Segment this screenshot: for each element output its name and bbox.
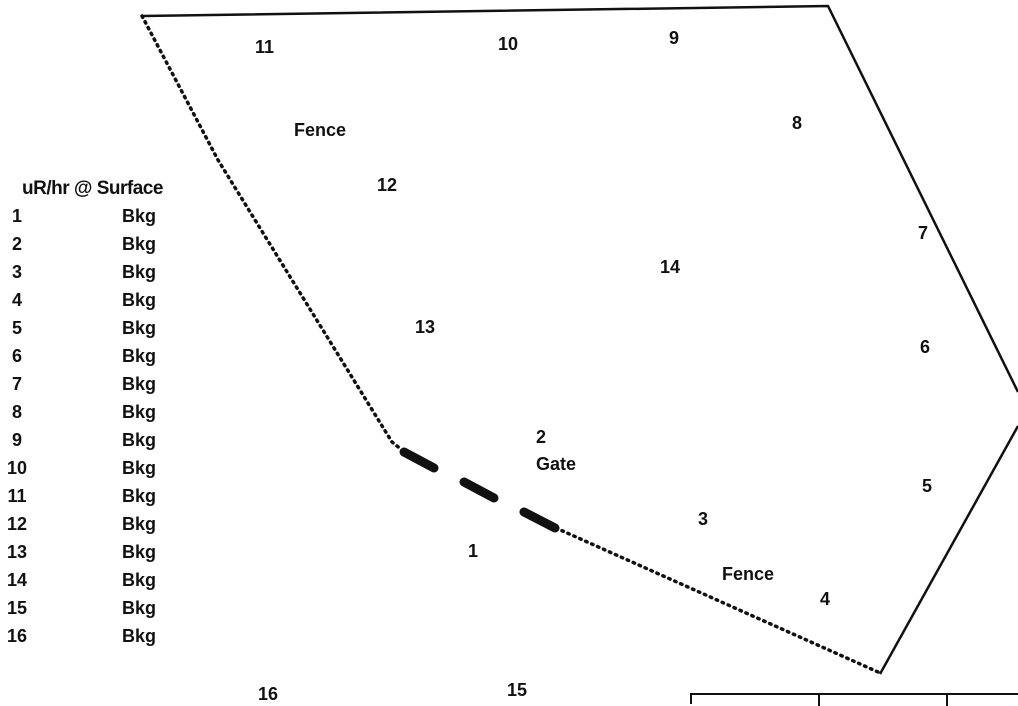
legend-reading: Bkg	[122, 318, 157, 338]
legend-row: 13 Bkg	[4, 542, 224, 570]
fence-dotted-lower	[554, 526, 880, 674]
point-label-11: 11	[255, 37, 275, 57]
point-label-14: 14	[660, 257, 681, 277]
legend-point-number: 2	[11, 234, 22, 254]
gate-segment-1	[399, 447, 439, 473]
fence-dotted-upper	[140, 14, 404, 452]
legend-point-number: 14	[6, 570, 28, 590]
legend-reading: Bkg	[122, 402, 157, 422]
point-label-16: 16	[258, 684, 279, 704]
legend-reading: Bkg	[122, 206, 157, 226]
fence-label-top: Fence	[294, 120, 347, 140]
point-label-10: 10	[498, 34, 519, 54]
legend-point-number: 6	[11, 346, 22, 366]
site-boundary-solid-lower-right	[878, 425, 1018, 675]
legend-row: 14 Bkg	[4, 570, 224, 598]
legend-point-number: 16	[6, 626, 28, 646]
legend-row: 10 Bkg	[4, 458, 224, 486]
legend-reading: Bkg	[122, 486, 157, 506]
legend-row: 2 Bkg	[4, 234, 224, 262]
point-label-6: 6	[920, 337, 931, 357]
point-label-15: 15	[507, 680, 528, 700]
legend-row: 8 Bkg	[4, 402, 224, 430]
legend-point-number: 11	[7, 486, 27, 506]
legend-reading: Bkg	[122, 374, 157, 394]
legend-row: 1 Bkg	[4, 206, 224, 234]
point-label-2: 2	[536, 427, 547, 447]
point-label-1: 1	[468, 541, 479, 561]
legend-point-number: 10	[6, 458, 28, 478]
legend-row: 6 Bkg	[4, 346, 224, 374]
legend-reading: Bkg	[122, 290, 157, 310]
point-label-12: 12	[377, 175, 398, 195]
legend-row: 12 Bkg	[4, 514, 224, 542]
cropped-table-fragment	[690, 693, 1018, 706]
table-column-divider	[946, 695, 948, 706]
legend-row: 9 Bkg	[4, 430, 224, 458]
point-label-7: 7	[918, 223, 929, 243]
legend-reading: Bkg	[122, 430, 157, 450]
legend-row: 5 Bkg	[4, 318, 224, 346]
legend-point-number: 15	[6, 598, 28, 618]
legend-row: 4 Bkg	[4, 290, 224, 318]
point-label-8: 8	[792, 113, 803, 133]
legend-point-number: 7	[11, 374, 22, 394]
point-label-5: 5	[922, 476, 933, 496]
legend-point-number: 8	[11, 402, 22, 422]
legend-list: 1 Bkg 2 Bkg 3 Bkg 4 Bkg 5 Bkg 6 Bkg 7 Bk…	[4, 206, 224, 654]
legend-reading: Bkg	[122, 626, 157, 646]
gate-segment-3	[519, 507, 560, 533]
point-label-4: 4	[820, 589, 831, 609]
legend-point-number: 4	[11, 290, 22, 310]
point-label-3: 3	[698, 509, 709, 529]
legend-point-number: 13	[6, 542, 28, 562]
table-column-divider	[818, 695, 820, 706]
fence-label-bottom: Fence	[722, 564, 775, 584]
legend-reading: Bkg	[122, 514, 157, 534]
legend-point-number: 3	[11, 262, 22, 282]
legend-row: 3 Bkg	[4, 262, 224, 290]
point-label-9: 9	[669, 28, 680, 48]
legend-point-number: 5	[11, 318, 22, 338]
legend-reading: Bkg	[122, 458, 157, 478]
site-boundary-solid	[141, 4, 1018, 393]
legend-point-number: 9	[11, 430, 22, 450]
legend-reading: Bkg	[122, 598, 157, 618]
legend-point-number: 12	[6, 514, 28, 534]
legend-title: uR/hr @ Surface	[22, 178, 163, 199]
legend-point-number: 1	[11, 206, 22, 226]
legend-row: 11 Bkg	[4, 486, 224, 514]
gate-label: Gate	[536, 454, 577, 474]
legend-reading: Bkg	[122, 346, 157, 366]
legend-row: 15 Bkg	[4, 598, 224, 626]
legend-reading: Bkg	[122, 262, 157, 282]
legend-row: 16 Bkg	[4, 626, 224, 654]
gate-segment-2	[459, 477, 499, 503]
point-label-13: 13	[415, 317, 436, 337]
legend-row: 7 Bkg	[4, 374, 224, 402]
legend-reading: Bkg	[122, 570, 157, 590]
legend-reading: Bkg	[122, 234, 157, 254]
legend-reading: Bkg	[122, 542, 157, 562]
